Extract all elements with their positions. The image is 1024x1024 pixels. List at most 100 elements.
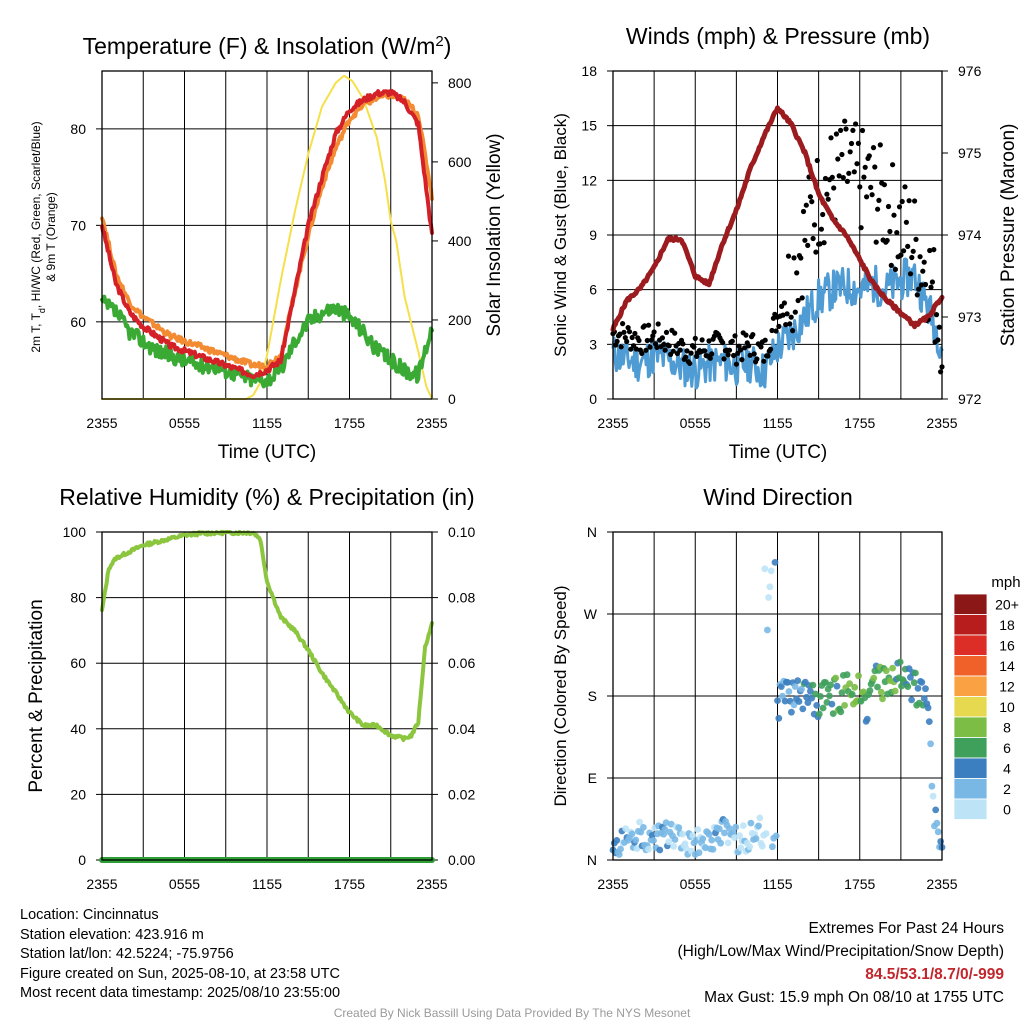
gust-point	[905, 243, 911, 249]
direction-point	[803, 693, 810, 701]
direction-point	[804, 699, 812, 706]
colorbar: 20+ 18 16 14 12 10 8 6 4 2 0	[953, 593, 1019, 820]
gust-point	[785, 253, 792, 259]
winds-title: Winds (mph) & Pressure (mb)	[626, 23, 930, 49]
x-tick-label: 1755	[334, 415, 365, 431]
direction-point	[815, 710, 823, 718]
direction-point	[765, 594, 772, 601]
gust-point	[917, 254, 923, 260]
y-tick-label: 60	[70, 655, 86, 671]
gust-point	[929, 279, 936, 285]
gust-point	[683, 354, 689, 360]
temperature-ylabel-left: 2m T, Td, HI/WC (Red, Green, Scarlet/Blu…	[29, 121, 47, 352]
direction-point	[724, 839, 732, 847]
gust-point	[903, 219, 910, 225]
colorbar-swatch	[953, 757, 988, 779]
colorbar-swatch	[953, 593, 988, 615]
direction-point	[833, 682, 841, 690]
gust-point	[910, 248, 916, 254]
gust-point	[684, 348, 690, 354]
y2-tick-label: 800	[448, 75, 472, 91]
direction-point	[843, 671, 851, 679]
direction-point	[841, 702, 848, 709]
gust-point	[761, 358, 767, 364]
colorbar-swatch	[953, 798, 988, 820]
direction-point	[795, 698, 803, 705]
gust-point	[721, 356, 727, 362]
direction-point	[891, 687, 899, 695]
direction-point	[761, 565, 769, 573]
y-tick-label: N	[587, 852, 597, 868]
gust-point	[824, 191, 830, 197]
direction-point	[924, 704, 932, 712]
gust-point	[858, 225, 864, 231]
direction-point	[882, 667, 890, 675]
colorbar-swatch	[953, 737, 988, 759]
direction-point	[769, 843, 776, 851]
colorbar-swatch	[953, 614, 988, 636]
gust-point	[817, 241, 823, 247]
gust-point	[773, 328, 779, 334]
direction-point	[747, 819, 755, 827]
gust-point	[851, 169, 857, 175]
gust-point	[921, 259, 927, 265]
gust-point	[873, 239, 879, 245]
direction-point	[709, 845, 717, 853]
x-tick-label: 0555	[169, 876, 200, 892]
direction-point	[756, 814, 764, 822]
gust-point	[661, 341, 667, 348]
plot-border	[612, 531, 943, 861]
direction-point	[662, 819, 670, 826]
colorbar-swatch	[953, 655, 988, 677]
gust-point	[794, 270, 800, 276]
gust-point	[725, 352, 731, 358]
y2-tick-label: 0.02	[448, 786, 475, 802]
direction-point	[670, 843, 678, 850]
direction-point	[636, 818, 643, 826]
direction-point	[788, 708, 795, 716]
direction-point	[648, 832, 656, 839]
y-tick-label: 100	[63, 524, 87, 540]
x-tick-label: 2355	[86, 415, 117, 431]
direction-point	[622, 825, 630, 832]
direction-point	[661, 826, 669, 833]
direction-point	[799, 705, 807, 713]
winds-xlabel: Time (UTC)	[729, 442, 828, 463]
direction-point	[933, 819, 941, 827]
y2-tick-label: 976	[958, 63, 982, 79]
winds-ylabel-left: Sonic Wind & Gust (Blue, Black)	[551, 113, 570, 357]
direction-point	[866, 687, 874, 695]
gust-point	[691, 344, 697, 350]
gust-point	[776, 323, 782, 329]
gust-point	[836, 173, 842, 179]
direction-point	[771, 559, 779, 566]
gust-point	[751, 351, 757, 357]
gust-point	[625, 325, 631, 331]
gust-point	[916, 286, 922, 292]
gust-point	[866, 153, 872, 159]
direction-point	[790, 701, 798, 709]
y-tick-label: 60	[70, 314, 86, 330]
gust-point	[839, 151, 845, 158]
y2-tick-label: 400	[448, 233, 472, 249]
direction-point	[774, 697, 781, 704]
gust-point	[884, 237, 890, 244]
gust-point	[654, 344, 660, 350]
gust-point	[853, 121, 859, 127]
gust-point	[720, 340, 726, 346]
gust-point	[890, 162, 896, 168]
elevation-text: Station elevation: 423.916 m	[20, 926, 204, 943]
gust-point	[614, 338, 620, 344]
gust-point	[894, 230, 900, 236]
gust-point	[641, 323, 648, 329]
temperature-xlabel: Time (UTC)	[218, 442, 317, 463]
y-tick-label: 40	[70, 721, 86, 737]
gust-point	[687, 360, 693, 366]
y2-tick-label: 974	[958, 227, 982, 243]
gust-point	[803, 202, 809, 208]
direction-point	[739, 822, 747, 829]
gust-point	[799, 295, 805, 301]
gust-point	[877, 142, 883, 148]
gust-point	[680, 341, 686, 347]
